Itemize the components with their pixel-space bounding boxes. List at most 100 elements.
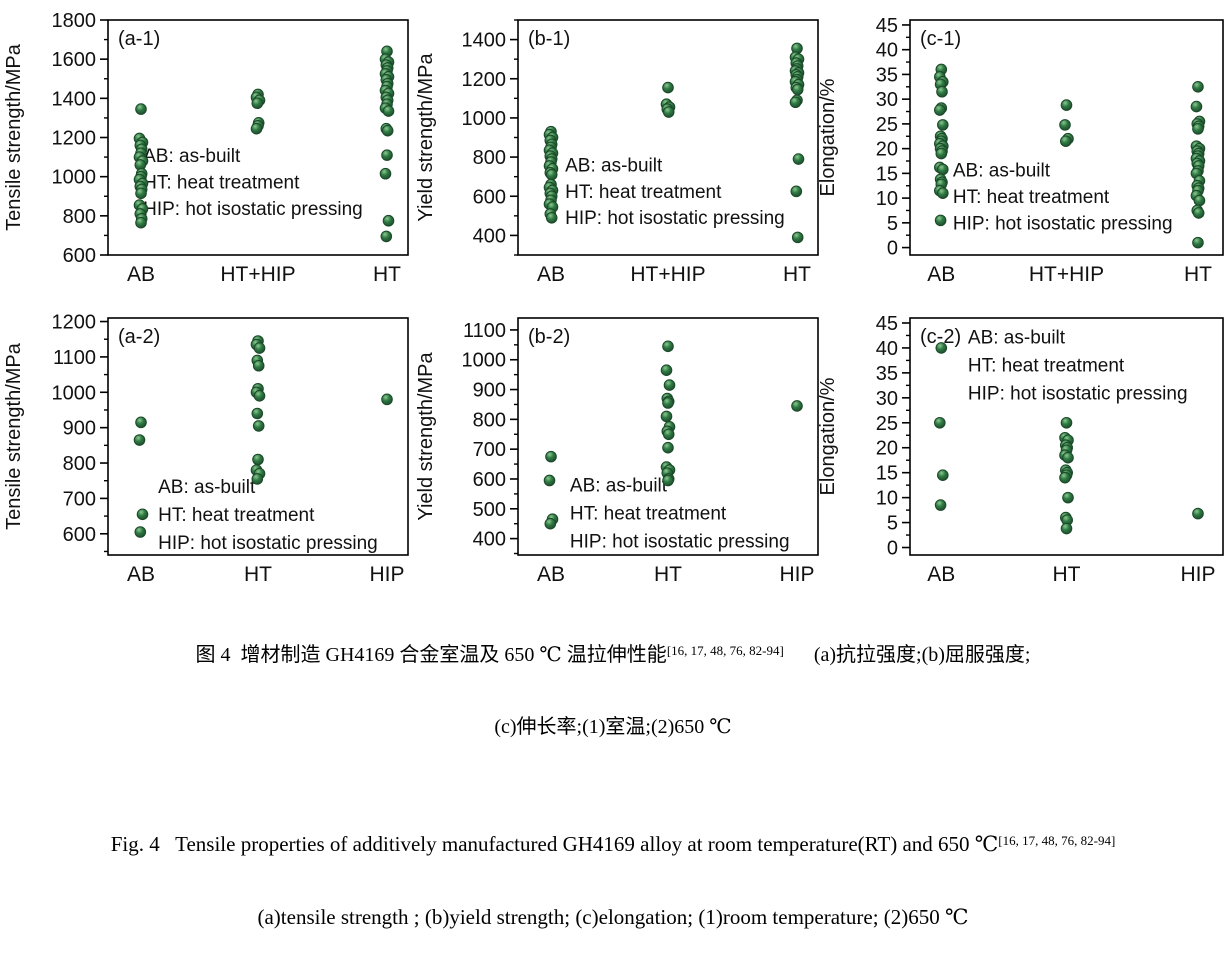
legend-line: AB: as-built [968, 327, 1066, 348]
legend-line: HT: heat treatment [158, 505, 315, 526]
y-tick-label: 1000 [52, 167, 97, 189]
data-point [1059, 471, 1071, 484]
y-axis-label: Yield strength/MPa [415, 352, 437, 521]
y-tick-label: 15 [876, 463, 898, 485]
legend-line: HIP: hot isostatic pressing [953, 213, 1173, 234]
legend-line: HT: heat treatment [565, 182, 722, 203]
caption-en-text: Fig. 4 Tensile properties of additively … [110, 832, 999, 856]
panel-label: (b-2) [528, 326, 570, 348]
panel-label: (c-1) [920, 28, 961, 50]
data-point [937, 163, 949, 176]
y-tick-label: 600 [63, 245, 96, 267]
y-axis-label: Tensile strength/MPa [3, 43, 25, 231]
x-category-label: AB [537, 263, 565, 286]
data-point [662, 106, 675, 118]
data-points [543, 42, 805, 244]
y-tick-label: 40 [876, 40, 898, 62]
legend-line: AB: as-built [158, 477, 256, 498]
data-point [135, 103, 147, 115]
y-tick-label: 700 [473, 439, 506, 461]
caption-en-refs: [16, 17, 48, 76, 82-94] [998, 833, 1116, 848]
data-point [382, 105, 395, 117]
data-point [133, 434, 146, 446]
data-point [663, 379, 676, 391]
data-point [1062, 491, 1074, 504]
y-tick-label: 1000 [462, 108, 507, 130]
panel-label: (a-1) [118, 28, 160, 50]
data-point [544, 517, 557, 530]
data-point [662, 441, 674, 454]
y-tick-label: 1200 [52, 128, 97, 150]
legend-line: HIP: hot isostatic pressing [570, 532, 790, 553]
data-point [1192, 507, 1204, 520]
data-point [252, 420, 265, 432]
data-point [791, 400, 803, 412]
legend-line: AB: as-built [953, 161, 1051, 182]
data-point [382, 214, 395, 227]
y-tick-label: 500 [473, 499, 506, 521]
data-point [1060, 416, 1073, 429]
data-point [543, 474, 556, 487]
caption-zh-line1: 图 4 增材制造 GH4169 合金室温及 650 ℃ 温拉伸性能[16, 17… [0, 633, 1226, 673]
y-tick-label: 1200 [462, 69, 507, 91]
data-point [252, 453, 264, 466]
y-tick-label: 600 [473, 186, 506, 208]
y-tick-label: 1400 [462, 30, 507, 52]
x-category-label: HT [1053, 563, 1081, 586]
data-point [791, 231, 804, 244]
legend-line: HT: heat treatment [968, 355, 1125, 376]
y-tick-label: 5 [887, 513, 898, 535]
data-points [133, 45, 395, 243]
data-point [381, 149, 393, 161]
data-point [662, 474, 674, 487]
data-point [1192, 123, 1204, 135]
panel-label: (b-1) [528, 28, 570, 50]
y-tick-label: 35 [876, 363, 898, 385]
data-point [1192, 207, 1205, 219]
legend-line: AB: as-built [143, 146, 241, 167]
x-category-label: HT+HIP [630, 263, 705, 286]
data-point [251, 407, 264, 420]
x-category-label: AB [127, 263, 155, 286]
data-point [791, 83, 804, 96]
data-point [934, 214, 947, 227]
data-point [662, 81, 674, 94]
data-point [253, 342, 266, 354]
data-point [1192, 236, 1204, 249]
legend-line: HIP: hot isostatic pressing [143, 199, 363, 220]
data-point [545, 211, 558, 224]
x-category-label: HT+HIP [220, 263, 295, 286]
data-point [1193, 194, 1206, 207]
y-tick-label: 700 [63, 488, 96, 510]
x-category-label: HT [373, 263, 401, 286]
y-tick-label: 1100 [53, 347, 96, 369]
data-point [662, 397, 674, 409]
y-tick-label: 1000 [462, 350, 507, 372]
y-tick-label: 1200 [52, 312, 97, 334]
data-point [937, 469, 949, 481]
y-tick-label: 10 [876, 188, 898, 210]
caption-en-line1: Fig. 4 Tensile properties of additively … [0, 822, 1226, 863]
y-tick-label: 1100 [463, 320, 506, 342]
data-point [1192, 80, 1204, 93]
y-tick-label: 400 [473, 225, 506, 247]
data-point [789, 96, 802, 109]
x-category-label: HIP [779, 563, 814, 586]
y-tick-label: 600 [63, 524, 96, 546]
y-axis-label: Elongation/% [817, 377, 839, 495]
data-point [934, 416, 946, 429]
data-points [934, 63, 1206, 249]
data-points [543, 340, 803, 530]
y-tick-label: 0 [887, 238, 898, 260]
x-category-label: HT [1184, 263, 1212, 286]
x-category-label: AB [127, 563, 155, 586]
x-category-label: HIP [369, 563, 404, 586]
panel-label: (c-2) [920, 326, 961, 348]
x-category-label: AB [927, 563, 955, 586]
data-point [251, 97, 264, 110]
data-point [381, 393, 393, 406]
y-tick-label: 800 [63, 453, 96, 475]
data-point [545, 168, 558, 181]
data-point [253, 390, 266, 402]
chart-a-1: 600 800 1000 1200 1400 1600 1800 Tensile streng… [3, 10, 409, 286]
